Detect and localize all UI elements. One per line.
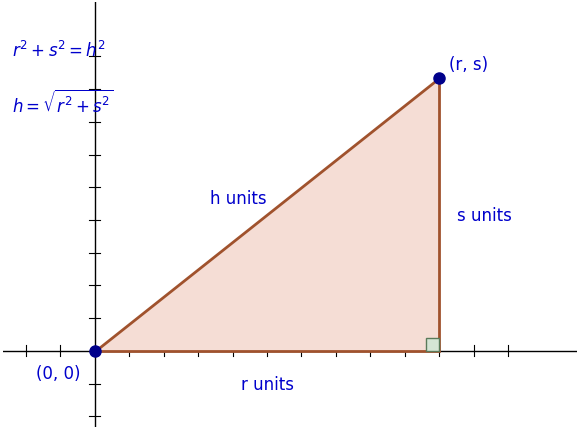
Polygon shape xyxy=(95,79,440,351)
Text: $h = \sqrt{r^2 + s^2}$: $h = \sqrt{r^2 + s^2}$ xyxy=(12,90,114,117)
Text: (0, 0): (0, 0) xyxy=(37,364,81,382)
Text: (r, s): (r, s) xyxy=(448,55,488,74)
Bar xyxy=(426,338,440,351)
Text: r units: r units xyxy=(241,375,293,393)
Text: $r^2 + s^2 = h^2$: $r^2 + s^2 = h^2$ xyxy=(12,41,106,61)
Text: s units: s units xyxy=(456,206,512,224)
Text: h units: h units xyxy=(210,190,267,208)
